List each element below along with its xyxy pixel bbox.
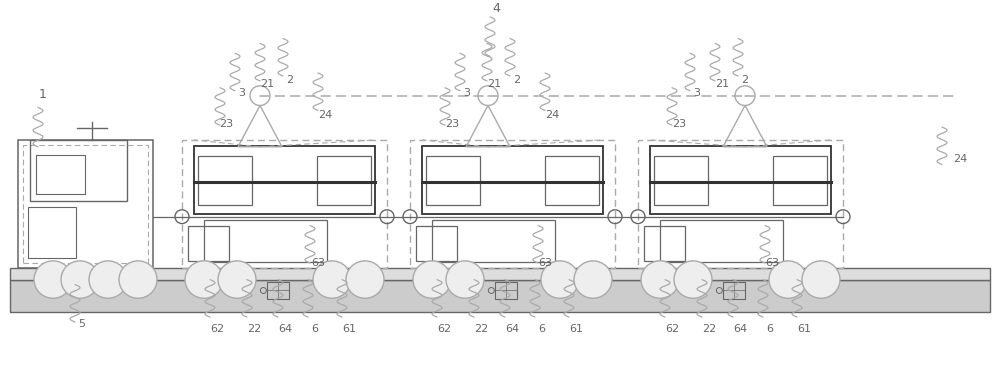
Text: 21: 21 [260, 79, 274, 89]
Circle shape [61, 261, 99, 298]
Text: 2: 2 [286, 75, 294, 85]
Circle shape [446, 261, 484, 298]
Bar [23, 145, 148, 263]
Bar [10, 268, 990, 280]
Bar [545, 156, 599, 205]
Circle shape [674, 261, 712, 298]
Bar [422, 146, 603, 214]
Text: 22: 22 [247, 324, 261, 334]
Text: 64: 64 [505, 324, 519, 334]
Circle shape [89, 261, 127, 298]
Bar [188, 226, 229, 261]
Bar [36, 154, 85, 195]
Circle shape [769, 261, 807, 298]
Text: 62: 62 [210, 324, 224, 334]
Bar [267, 282, 289, 300]
Bar [426, 156, 480, 205]
Circle shape [574, 261, 612, 298]
Text: 23: 23 [445, 119, 459, 129]
Bar [416, 226, 457, 261]
Text: 2: 2 [513, 75, 521, 85]
Text: 4: 4 [492, 2, 500, 15]
Text: 23: 23 [672, 119, 686, 129]
Text: 62: 62 [665, 324, 679, 334]
Bar [18, 140, 153, 268]
Bar [317, 156, 371, 205]
Bar [182, 140, 387, 268]
Text: 5: 5 [78, 319, 86, 329]
Bar [198, 156, 252, 205]
Bar [194, 146, 375, 214]
Text: 3: 3 [239, 88, 246, 98]
Text: 63: 63 [765, 258, 779, 268]
Text: 24: 24 [953, 154, 967, 164]
Text: 22: 22 [474, 324, 488, 334]
Text: 63: 63 [311, 258, 325, 268]
Text: 63: 63 [538, 258, 552, 268]
Bar [644, 226, 685, 261]
Text: 6: 6 [312, 324, 318, 334]
Text: 23: 23 [219, 119, 233, 129]
Text: 22: 22 [702, 324, 716, 334]
Circle shape [346, 261, 384, 298]
Bar [660, 220, 783, 262]
Bar [28, 207, 76, 258]
Text: 3: 3 [694, 88, 700, 98]
Text: 64: 64 [278, 324, 292, 334]
Text: 24: 24 [545, 110, 559, 120]
Circle shape [185, 261, 223, 298]
Text: 1: 1 [39, 88, 47, 101]
Text: 61: 61 [569, 324, 583, 334]
Bar [650, 146, 831, 214]
Text: 21: 21 [715, 79, 729, 89]
Text: 24: 24 [318, 110, 332, 120]
Circle shape [641, 261, 679, 298]
Text: 6: 6 [767, 324, 774, 334]
Circle shape [119, 261, 157, 298]
Bar [410, 140, 615, 268]
Bar [204, 220, 327, 262]
Bar [654, 156, 708, 205]
Bar [723, 282, 745, 300]
Circle shape [34, 261, 72, 298]
Bar [10, 280, 990, 312]
Bar [432, 220, 555, 262]
Bar [495, 282, 517, 300]
Circle shape [413, 261, 451, 298]
Bar [638, 140, 843, 268]
Circle shape [802, 261, 840, 298]
Bar [773, 156, 827, 205]
Circle shape [541, 261, 579, 298]
Text: 3: 3 [464, 88, 471, 98]
Text: 21: 21 [487, 79, 501, 89]
Text: 6: 6 [538, 324, 546, 334]
Text: 61: 61 [342, 324, 356, 334]
Text: 64: 64 [733, 324, 747, 334]
Circle shape [218, 261, 256, 298]
Bar [30, 140, 127, 201]
Text: 62: 62 [437, 324, 451, 334]
Text: 61: 61 [797, 324, 811, 334]
Circle shape [313, 261, 351, 298]
Text: 2: 2 [741, 75, 749, 85]
